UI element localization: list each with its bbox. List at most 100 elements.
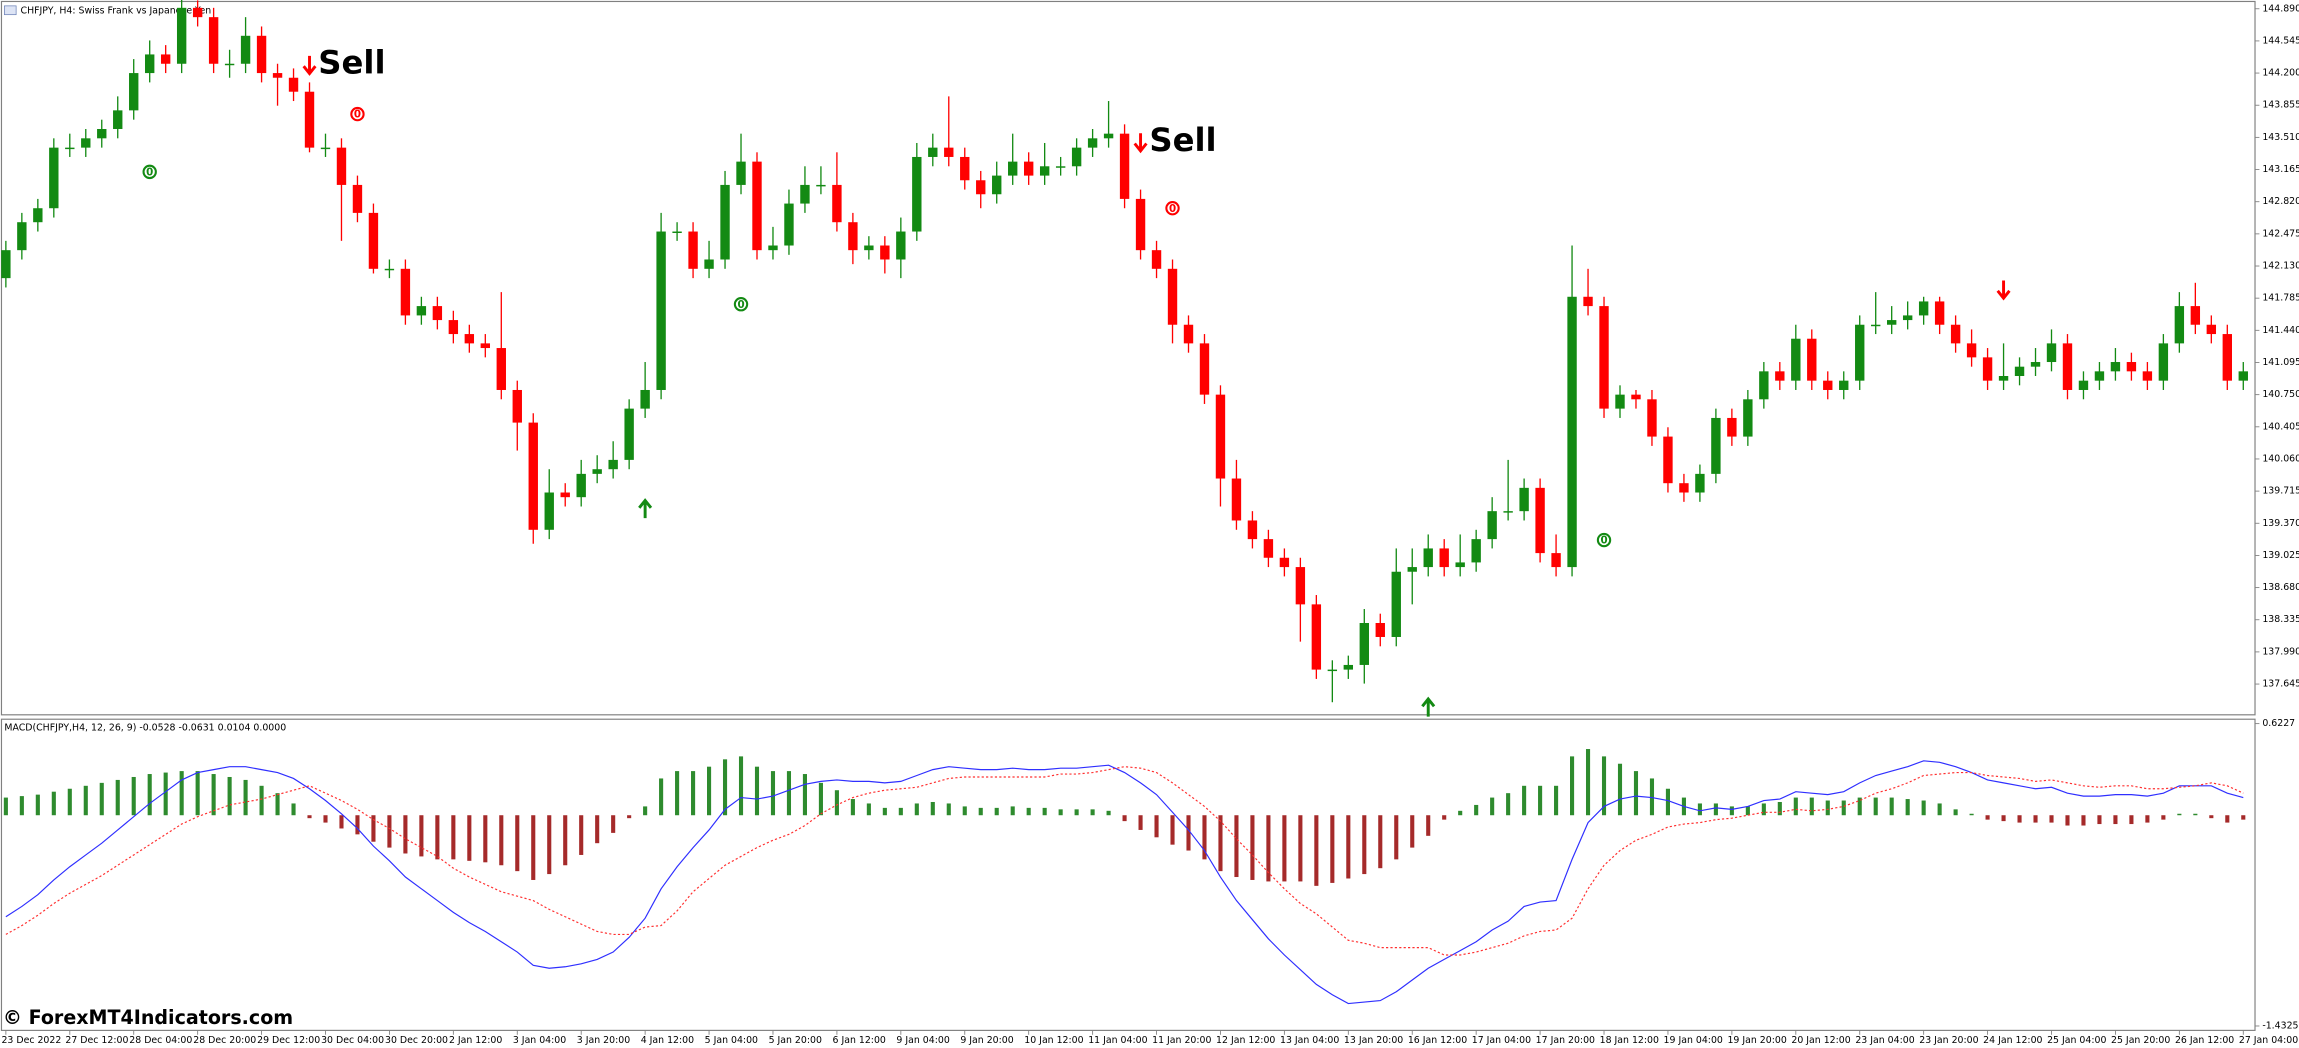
y-tick-label: -1.4325 [2262, 1020, 2298, 1031]
histogram-bar [307, 815, 312, 819]
candle-body [272, 73, 283, 78]
candle-body [672, 231, 682, 233]
histogram-bar [1793, 797, 1798, 816]
candle-body [1295, 567, 1306, 605]
candle-body [944, 147, 954, 157]
candle-body [768, 245, 778, 251]
histogram-bar [707, 766, 712, 816]
histogram-bar [1649, 778, 1655, 816]
candle-body [800, 184, 810, 204]
candle-body [33, 208, 43, 223]
x-tick-label: 28 Dec 20:00 [193, 1035, 256, 1046]
candle-body [2174, 306, 2185, 344]
candle-body [1551, 553, 1561, 568]
candle-body [65, 147, 75, 150]
histogram-bar [786, 771, 792, 816]
candle-body [896, 231, 906, 260]
candle-body [720, 184, 730, 260]
histogram-bar [371, 815, 376, 842]
macd-line [5, 760, 2244, 1005]
candle-body [1695, 473, 1705, 493]
histogram-bar [1745, 806, 1750, 816]
candle-body [1407, 567, 1417, 572]
x-tick-label: 20 Jan 12:00 [1791, 1035, 1850, 1046]
histogram-bar [147, 774, 152, 816]
histogram-bar [1905, 799, 1910, 816]
candle-body [1807, 338, 1817, 381]
histogram-bar [19, 796, 24, 816]
histogram-bar [1410, 815, 1415, 848]
histogram-bar [1921, 800, 1926, 816]
symbol-icon [4, 5, 17, 16]
y-tick-label: 141.095 [2262, 357, 2299, 368]
exit-label: 0 [354, 109, 361, 121]
candle-body [2222, 334, 2232, 381]
histogram-bar [499, 815, 504, 866]
histogram-bar [1346, 815, 1351, 879]
y-tick-label: 141.440 [2262, 325, 2299, 336]
candle-body [2030, 362, 2041, 367]
candle-body [1503, 511, 1513, 513]
exit-marker [350, 106, 365, 122]
histogram-bar [579, 815, 584, 855]
macd-panel-frame [0, 718, 2256, 1031]
x-tick-label: 30 Dec 04:00 [321, 1035, 384, 1046]
histogram-bar [163, 772, 168, 816]
histogram-bar [2113, 815, 2118, 825]
candle-body [240, 35, 251, 64]
macd-line [5, 766, 2244, 956]
histogram-bar [738, 756, 744, 816]
exit-label: 0 [1169, 203, 1176, 215]
histogram-bar [802, 774, 807, 816]
histogram-bar [1026, 807, 1031, 816]
candle-body [1151, 250, 1162, 269]
candle-body [1727, 417, 1737, 437]
signal-arrow [1996, 280, 2011, 301]
histogram-bar [1729, 806, 1734, 816]
candle-body [1471, 539, 1481, 563]
histogram-bar [1969, 813, 1974, 816]
x-tick-label: 23 Jan 04:00 [1855, 1035, 1914, 1046]
candle-body [192, 7, 203, 18]
histogram-bar [227, 776, 232, 816]
candle-body [1759, 371, 1769, 400]
histogram-bar [2129, 815, 2134, 825]
histogram-bar [1314, 815, 1319, 886]
histogram-bar [547, 815, 552, 875]
histogram-bar [1170, 815, 1175, 845]
candle-body [176, 7, 187, 64]
candle-body [1855, 324, 1865, 381]
histogram-bar [1761, 803, 1766, 816]
x-tick-label: 13 Jan 04:00 [1280, 1035, 1339, 1046]
histogram-bar [1218, 815, 1223, 872]
x-tick-label: 3 Jan 04:00 [513, 1035, 566, 1046]
candle-body [496, 348, 506, 390]
y-tick-label: 143.510 [2262, 132, 2299, 143]
candle-body [2078, 380, 2089, 390]
candle-body [1263, 539, 1274, 558]
candle-body [1135, 198, 1146, 251]
histogram-bar [2177, 813, 2182, 816]
candle-body [416, 306, 427, 316]
candle-body [1008, 161, 1018, 176]
candle-body [576, 473, 586, 498]
candle-body [1839, 380, 1849, 390]
x-tick-label: 6 Jan 12:00 [833, 1035, 886, 1046]
histogram-bar [2225, 815, 2230, 823]
candle-body [656, 231, 666, 390]
x-tick-label: 16 Jan 12:00 [1408, 1035, 1467, 1046]
y-tick-label: 138.335 [2262, 614, 2299, 625]
x-tick-label: 2 Jan 12:00 [449, 1035, 502, 1046]
candle-body [400, 268, 411, 316]
candle-body [688, 231, 698, 269]
x-tick-label: 27 Jan 04:00 [2239, 1035, 2298, 1046]
histogram-bar [1138, 815, 1143, 830]
candle-body [1743, 399, 1753, 437]
histogram-bar [1713, 803, 1718, 816]
histogram-bar [1074, 809, 1079, 816]
x-tick-label: 18 Jan 12:00 [1600, 1035, 1659, 1046]
histogram-bar [259, 785, 264, 816]
histogram-bar [483, 815, 488, 863]
x-tick-label: 29 Dec 12:00 [257, 1035, 320, 1046]
